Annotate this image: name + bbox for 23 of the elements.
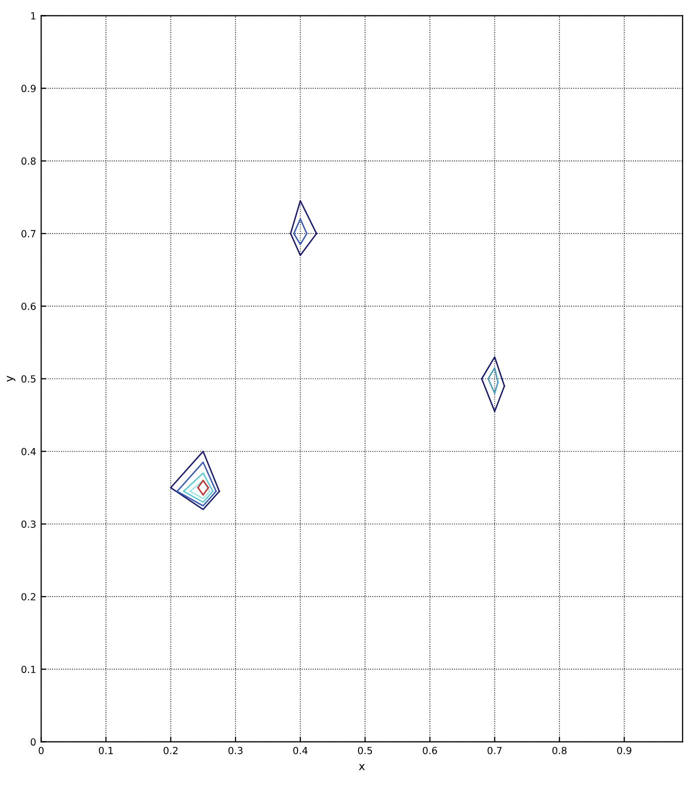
y-tick-label: 0.2 <box>21 593 36 600</box>
y-tick-label: 0 <box>30 738 36 746</box>
x-tick-label: 0.2 <box>164 746 178 754</box>
x-tick-label: 0 <box>38 746 44 754</box>
y-tick-label: 0.9 <box>21 84 36 92</box>
y-tick-label: 1 <box>31 12 36 20</box>
x-tick-label: 0.6 <box>422 746 438 754</box>
x-tick-label: 0.4 <box>293 746 308 754</box>
x-tick-label: 0.1 <box>98 746 113 754</box>
x-tick-label: 0.8 <box>552 746 567 754</box>
y-tick-label: 0.7 <box>21 230 36 238</box>
y-tick-label: 0.4 <box>21 448 36 456</box>
x-tick-label: 0.3 <box>228 746 242 754</box>
y-tick-label: 0.3 <box>21 520 36 528</box>
x-axis-title: x <box>358 764 365 770</box>
x-tick-label: 0.9 <box>617 746 632 754</box>
y-tick-label: 0.1 <box>21 666 36 674</box>
y-tick-label: 0.6 <box>21 302 36 310</box>
x-tick-label: 0.5 <box>358 746 372 754</box>
x-tick-label: 0.7 <box>488 746 502 754</box>
y-tick-label: 0.5 <box>21 375 36 383</box>
y-axis-title: y <box>6 376 16 382</box>
y-tick-label: 0.8 <box>21 157 36 165</box>
